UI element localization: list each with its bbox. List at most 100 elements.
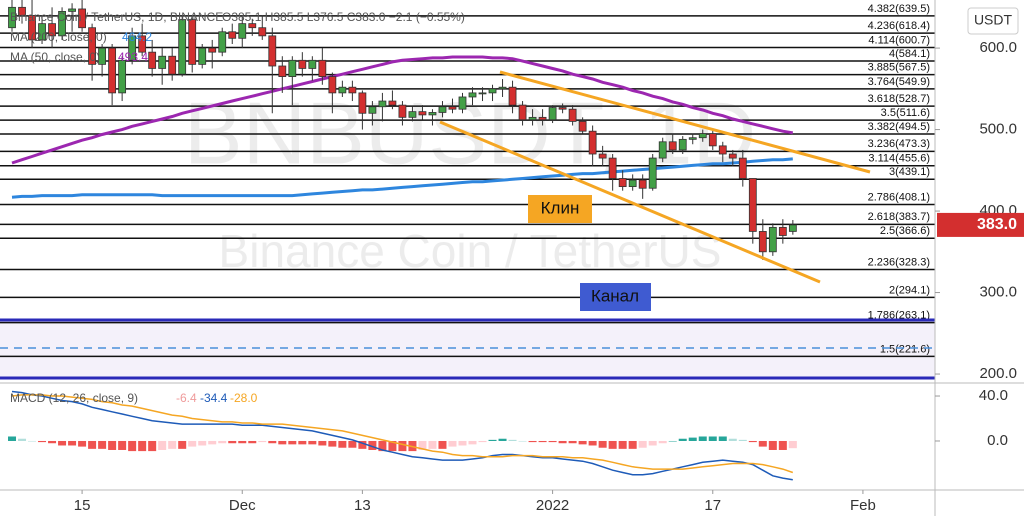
- fib-label: 3.236(473.3): [868, 138, 930, 150]
- candle-body: [8, 6, 16, 29]
- currency: USDT: [974, 12, 1013, 28]
- x-tick-label: 17: [704, 497, 721, 514]
- fib-label: 2.618(383.7): [868, 211, 930, 223]
- candle-body: [498, 86, 507, 90]
- candle-body: [218, 31, 227, 53]
- fib-label: 3.5(511.6): [881, 107, 930, 119]
- macd-histogram-bar: [578, 440, 587, 445]
- candle-body: [558, 107, 567, 110]
- candle-body: [18, 6, 26, 16]
- legend-value: 464.2: [122, 30, 152, 44]
- candle-body: [658, 141, 667, 159]
- macd-histogram-bar: [508, 439, 517, 441]
- macd-histogram-bar: [258, 440, 267, 443]
- candle-body: [528, 116, 537, 121]
- candle-body: [708, 133, 717, 147]
- candle-body: [278, 65, 287, 78]
- macd-histogram-bar: [358, 440, 367, 449]
- x-tick-label: Dec: [229, 497, 256, 514]
- macd-histogram-bar: [58, 440, 67, 446]
- candle-body: [568, 108, 577, 122]
- macd-histogram-bar: [298, 440, 307, 445]
- macd-histogram-bar: [748, 440, 757, 443]
- candle-body: [548, 107, 557, 121]
- candle-body: [518, 104, 527, 121]
- macd-histogram-bar: [448, 440, 457, 447]
- macd-histogram-bar: [8, 436, 17, 441]
- candle-body: [88, 27, 96, 65]
- macd-histogram-bar: [198, 440, 207, 446]
- macd-line: [11, 394, 794, 474]
- candle-body: [168, 55, 177, 75]
- candle-body: [718, 145, 727, 155]
- candle-body: [138, 35, 147, 53]
- candle-body: [208, 47, 217, 53]
- currency-box[interactable]: [967, 7, 1019, 35]
- last-price-box: [937, 212, 1024, 237]
- x-tick-label: Feb: [850, 497, 876, 514]
- macd-histogram-bar: [558, 440, 567, 444]
- annotation-box: [580, 283, 651, 311]
- macd-histogram-bar: [588, 440, 597, 446]
- macd-histogram-bar: [438, 440, 447, 449]
- macd-histogram-bar: [658, 440, 667, 444]
- candle-body: [478, 92, 487, 95]
- candle-body: [378, 100, 387, 108]
- candle-body: [598, 153, 607, 159]
- macd-histogram-bar: [128, 440, 137, 452]
- fib-label: 3.764(549.9): [868, 76, 930, 88]
- macd-histogram-bar: [738, 439, 747, 441]
- candle-body: [58, 11, 66, 37]
- fib-label: 4.236(618.4): [868, 20, 930, 32]
- macd-histogram-bar: [268, 440, 277, 444]
- fib-label: 2.5(366.6): [880, 225, 930, 237]
- macd-histogram-bar: [288, 440, 297, 445]
- legend-value: 493.4: [118, 50, 148, 64]
- macd-histogram-bar: [568, 440, 577, 444]
- candle-body: [698, 133, 707, 139]
- candle-body: [238, 23, 247, 39]
- trend-line: [499, 70, 871, 174]
- fib-label: 3.885(567.5): [868, 61, 930, 73]
- macd-histogram-bar: [398, 440, 407, 452]
- fib-label: 2.236(328.3): [868, 256, 930, 268]
- moving-average: [11, 157, 793, 199]
- macd-histogram-bar: [348, 440, 357, 448]
- candle-body: [108, 47, 117, 94]
- fib-label: 4.114(600.7): [868, 34, 930, 46]
- macd-histogram-bar: [698, 436, 707, 441]
- candle-body: [758, 231, 767, 253]
- fib-label: 3.114(455.6): [868, 153, 930, 165]
- macd-line: [11, 390, 793, 481]
- y-tick-label: 40.0: [979, 387, 1008, 404]
- candle-body: [768, 226, 777, 253]
- y-tick-label: 500.0: [979, 121, 1017, 138]
- annotation: Клин: [541, 198, 580, 217]
- candle-body: [368, 106, 377, 114]
- candle-body: [318, 59, 327, 78]
- legend-entry: MA (50, close, 0): [10, 50, 100, 64]
- candle-body: [328, 76, 337, 94]
- candle-body: [618, 178, 627, 188]
- candle-body: [358, 92, 367, 114]
- candle-body: [288, 59, 297, 78]
- candle-body: [158, 55, 167, 69]
- macd-histogram-bar: [548, 440, 557, 443]
- candle-body: [148, 51, 157, 69]
- macd-histogram-bar: [628, 440, 637, 449]
- macd-histogram-bar: [138, 440, 147, 452]
- macd-histogram-bar: [18, 438, 27, 441]
- watermark-subtitle: Binance Coin / TetherUS: [219, 225, 722, 277]
- candle-body: [638, 179, 647, 189]
- plot: [8, 0, 797, 481]
- candle-body: [728, 153, 737, 159]
- macd-value: -6.4: [176, 391, 197, 405]
- macd-histogram-bar: [368, 440, 377, 450]
- candle-body: [198, 47, 207, 65]
- fib-levels: 4.382(639.5) 4.236(618.4) 4.114(600.7) 4(58…: [0, 3, 935, 358]
- macd-histogram-bar: [78, 440, 87, 447]
- macd-histogram-bar: [598, 440, 607, 448]
- macd-histogram-bar: [48, 440, 57, 444]
- macd-histogram-bar: [608, 440, 617, 449]
- legend-entry: MA (200, close, 0): [10, 30, 107, 44]
